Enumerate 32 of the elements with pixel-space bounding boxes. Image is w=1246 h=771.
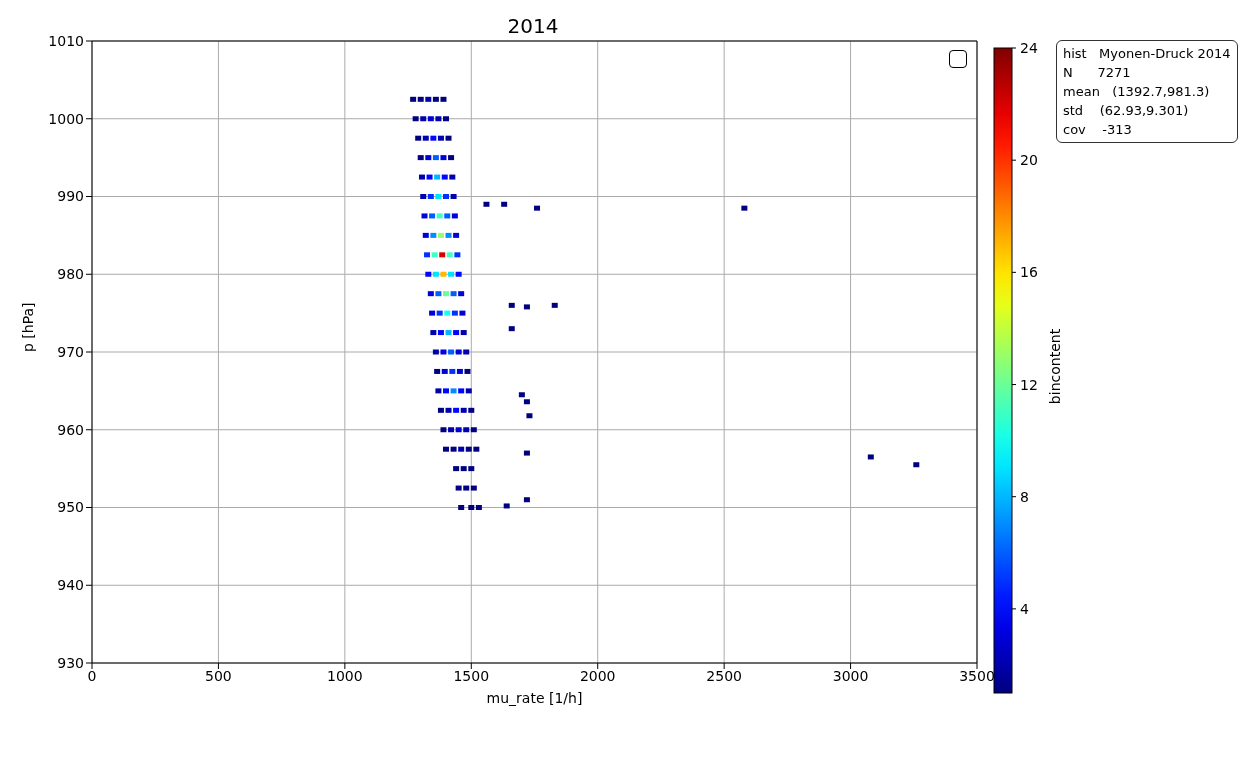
color-bar-label: 24 (1020, 40, 1038, 56)
x-tick-label: 3500 (959, 667, 995, 684)
y-tick-label: 1000 (48, 110, 84, 127)
x-tick-label: 2000 (579, 667, 616, 684)
text: std (62.93,9.301) (1063, 102, 1190, 120)
color-bar-label: 20 (1020, 152, 1038, 169)
y-tick-label: 990 (57, 188, 84, 205)
color-bar-label: 8 (1020, 488, 1029, 505)
x-tick-label: 2500 (706, 667, 742, 684)
color-bar-title: bincontent (1047, 328, 1063, 405)
color-bar-label: 16 (1020, 264, 1038, 281)
x-tick-label: 1000 (327, 667, 363, 684)
text: cov -313 (1063, 121, 1133, 139)
y-tick-label: 950 (57, 499, 84, 516)
y-tick-label: 940 (57, 577, 84, 594)
x-axis-title: mu_rate [1/h] (486, 690, 583, 706)
color-bar-label: 4 (1020, 600, 1029, 617)
color-bar-label: 12 (1020, 376, 1038, 393)
x-tick-label: 1500 (453, 667, 490, 684)
y-tick-label: 930 (57, 654, 84, 671)
text: mean (1392.7,981.3) (1063, 83, 1211, 101)
text: N 7271 (1063, 64, 1132, 82)
y-tick-label: 1010 (48, 32, 84, 49)
y-tick-label: 960 (57, 421, 84, 438)
x-tick-label: 3000 (832, 667, 869, 684)
chart-title: 2014 (506, 14, 560, 38)
y-tick-label: 970 (57, 343, 84, 360)
x-tick-label: 0 (87, 667, 97, 684)
text: hist Myonen-Druck 2014 (1063, 45, 1231, 63)
y-axis-title: p [hPa] (19, 302, 36, 352)
x-tick-label: 500 (205, 667, 232, 684)
y-tick-label: 980 (57, 266, 84, 283)
